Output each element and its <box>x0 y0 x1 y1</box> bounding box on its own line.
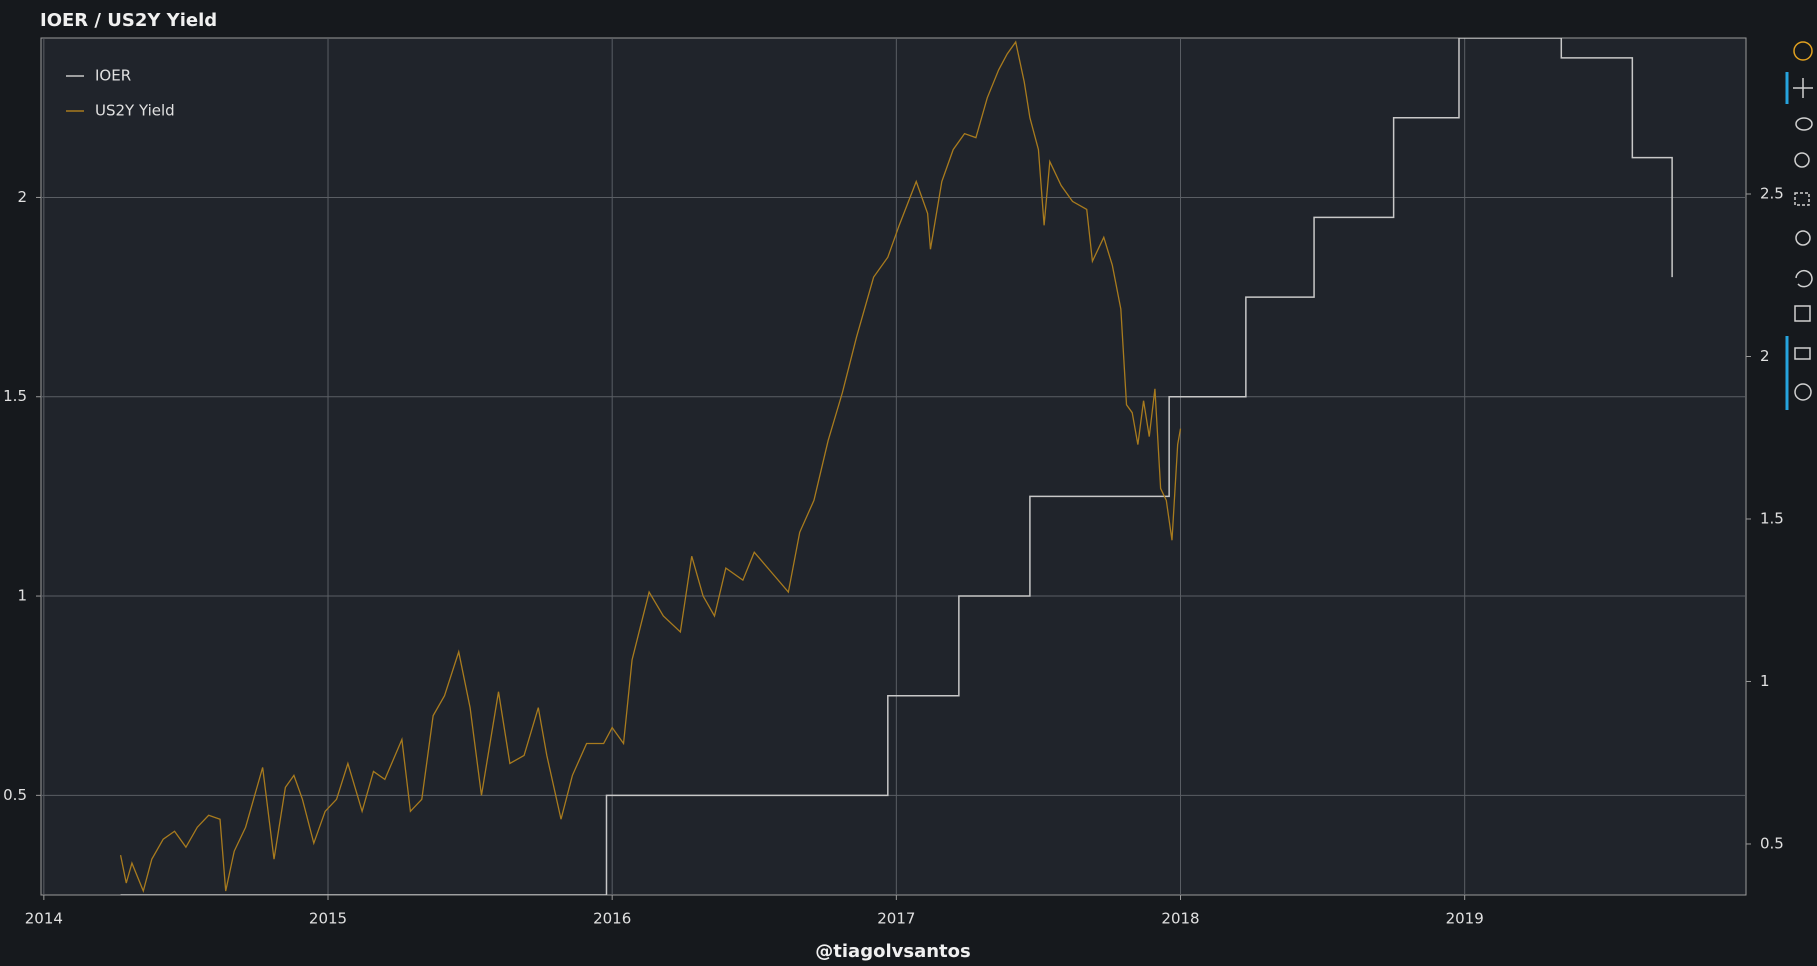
y-tick-label: 2 <box>17 188 27 206</box>
toolbar <box>1785 41 1813 410</box>
pan-tool[interactable] <box>1793 78 1813 98</box>
x-tick-label: 2017 <box>877 910 915 928</box>
y2-tick-label: 0.5 <box>1760 834 1784 852</box>
x-tick-label: 2018 <box>1161 910 1199 928</box>
plot-area <box>40 37 1747 896</box>
reset-tool[interactable] <box>1795 269 1813 288</box>
series-line <box>120 38 1673 895</box>
x-tick-label: 2016 <box>593 910 631 928</box>
y2-tick-label: 1.5 <box>1760 509 1784 527</box>
y-tick-label: 0.5 <box>3 786 27 804</box>
box-select-tool[interactable] <box>1794 192 1810 206</box>
logo[interactable] <box>1793 41 1813 61</box>
legend-label: US2Y Yield <box>95 102 175 120</box>
crosshair-tool[interactable] <box>1794 383 1812 401</box>
legend-label: IOER <box>95 67 131 85</box>
y-tick-label: 1 <box>17 587 27 605</box>
x-tick-label: 2019 <box>1446 910 1484 928</box>
zoom-tool[interactable] <box>1794 152 1810 168</box>
hover-tool[interactable] <box>1794 347 1811 360</box>
series-line <box>119 40 1182 894</box>
select-tool[interactable] <box>1795 230 1811 246</box>
y-tick-label: 1.5 <box>3 387 27 405</box>
chart-title: IOER / US2Y Yield <box>40 10 217 31</box>
x-tick-label: 2014 <box>25 910 63 928</box>
y2-tick-label: 1 <box>1760 672 1770 690</box>
x-axis-label: @tiagolvsantos <box>815 941 970 962</box>
grid <box>41 38 1746 895</box>
x-tick-label: 2015 <box>309 910 347 928</box>
save-tool[interactable] <box>1794 305 1811 322</box>
y2-tick-label: 2 <box>1760 347 1770 365</box>
lasso-tool[interactable] <box>1795 117 1813 131</box>
y2-tick-label: 2.5 <box>1760 184 1784 202</box>
